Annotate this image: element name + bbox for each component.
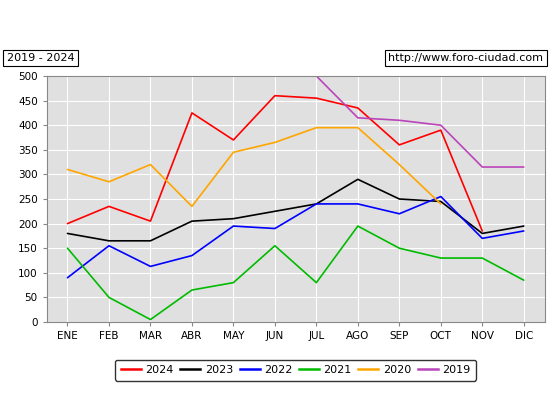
Text: http://www.foro-ciudad.com: http://www.foro-ciudad.com (388, 53, 543, 63)
Text: Evolucion Nº Turistas Extranjeros en el municipio de Abarán: Evolucion Nº Turistas Extranjeros en el … (56, 13, 494, 29)
Text: 2019 - 2024: 2019 - 2024 (7, 53, 74, 63)
Legend: 2024, 2023, 2022, 2021, 2020, 2019: 2024, 2023, 2022, 2021, 2020, 2019 (115, 360, 476, 381)
